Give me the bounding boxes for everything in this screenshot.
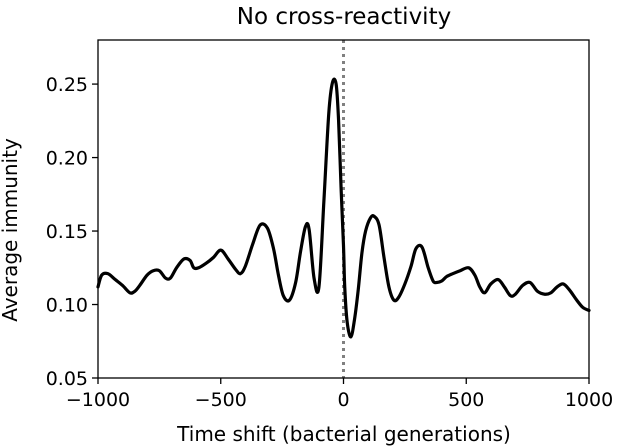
x-tick-label: 0	[337, 389, 349, 411]
y-axis-label: Average immunity	[0, 138, 22, 322]
y-tick-label: 0.20	[46, 148, 88, 170]
average-immunity-line	[96, 77, 591, 339]
x-tick-label: −1000	[66, 389, 130, 411]
y-axis: 0.05 0.10 0.15 0.20 0.25	[46, 74, 98, 390]
y-tick-label: 0.05	[46, 368, 88, 390]
y-tick-label: 0.10	[46, 295, 88, 317]
x-tick-label: −500	[195, 389, 247, 411]
y-tick-label: 0.25	[46, 74, 88, 96]
x-tick-label: 500	[448, 389, 484, 411]
chart-title: No cross-reactivity	[237, 4, 451, 30]
x-axis: −1000 −500 0 500 1000	[66, 378, 613, 411]
x-axis-label: Time shift (bacterial generations)	[176, 422, 511, 446]
y-tick-label: 0.15	[46, 221, 88, 243]
x-tick-label: 1000	[565, 389, 613, 411]
